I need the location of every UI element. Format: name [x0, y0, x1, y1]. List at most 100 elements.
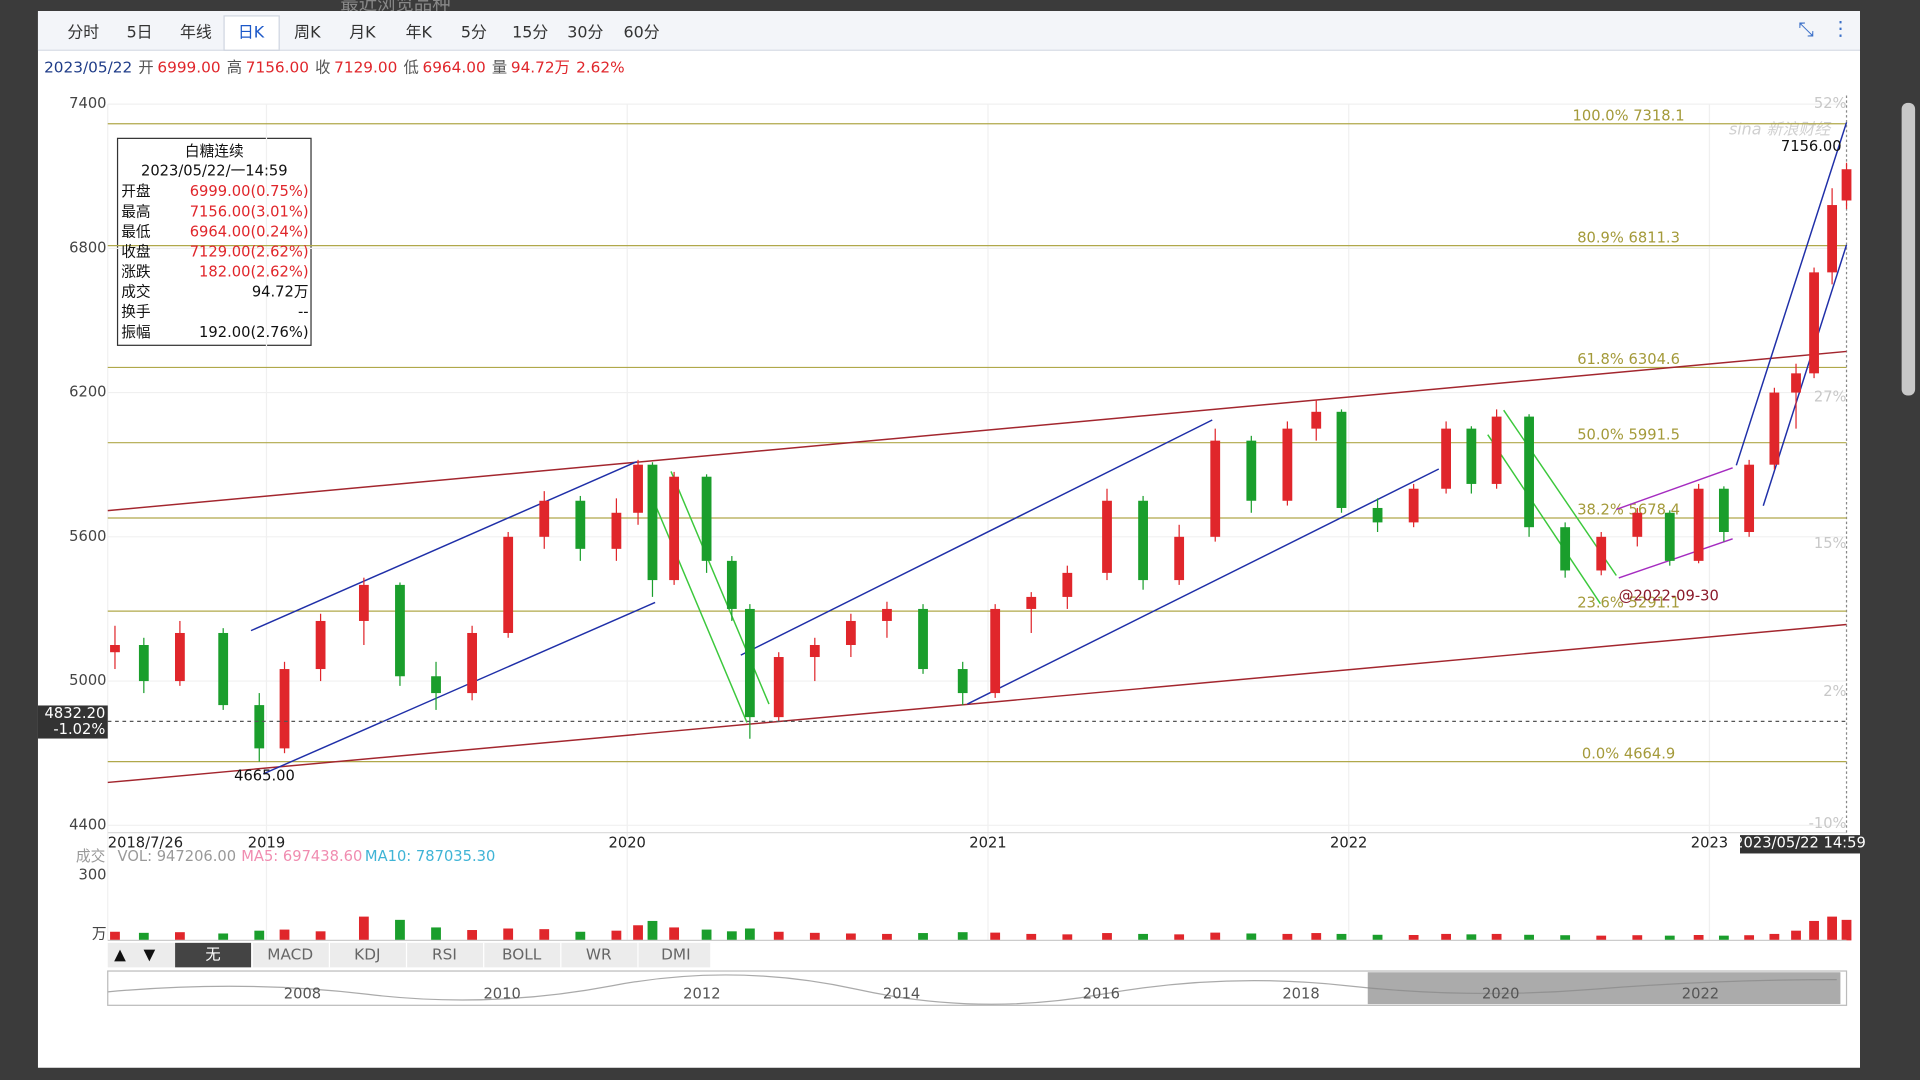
tab-bar	[37, 11, 1860, 51]
volume-bar	[918, 933, 928, 941]
info-value: 6999.00(0.75%)	[190, 183, 309, 200]
tab[interactable]: 30分	[567, 23, 603, 42]
pct-tick-label: 27%	[1814, 388, 1847, 405]
volume-bar	[1311, 933, 1322, 941]
tab[interactable]: 5分	[461, 23, 487, 42]
info-key: 收盘	[121, 242, 151, 260]
candle-body	[647, 464, 658, 581]
tab[interactable]: 年K	[406, 23, 433, 42]
scrollbar[interactable]	[1901, 102, 1916, 396]
volume-bar	[1524, 934, 1534, 941]
candle-body	[1632, 512, 1643, 537]
y-tick-label: 4400	[69, 816, 106, 833]
candle-body	[1441, 428, 1452, 489]
trend-line	[1735, 122, 1848, 466]
info-key: 换手	[121, 304, 150, 321]
fullscreen-icon[interactable]: ⤡	[1798, 18, 1814, 41]
volume-bar	[358, 916, 369, 941]
x-tick-label: 2018/7/26	[108, 835, 183, 852]
volume-bar	[1809, 920, 1819, 941]
tab[interactable]: 60分	[624, 23, 660, 42]
volume-bar	[1246, 933, 1257, 941]
trend-line	[1487, 434, 1602, 605]
time-label: 2023/05/22 14:59	[1734, 835, 1866, 852]
volume-bar	[1632, 935, 1643, 941]
indicator-tab[interactable]: WR	[586, 946, 612, 964]
indicator-tab[interactable]: ▲	[114, 946, 126, 964]
indicator-tab[interactable]: RSI	[432, 946, 457, 964]
tab-selected	[223, 15, 280, 51]
menu-icon[interactable]: ⋮	[1831, 17, 1851, 40]
tab[interactable]: 日K	[238, 23, 265, 42]
info-name: 白糖连续	[185, 143, 244, 160]
trend-line	[648, 489, 748, 723]
quote-item: 量	[492, 58, 507, 76]
volume-bar	[575, 931, 586, 941]
tab[interactable]: 周K	[294, 23, 321, 42]
tab[interactable]: 月K	[349, 23, 376, 42]
info-time: 2023/05/22/一14:59	[141, 162, 288, 179]
candle-body	[1664, 512, 1675, 561]
candle-body	[918, 608, 928, 670]
crosshair-box	[37, 705, 108, 739]
volume-bar	[809, 932, 820, 941]
volume-bar	[110, 931, 120, 941]
volume-vol: VOL: 947206.00	[118, 848, 237, 865]
y-tick-label: 6800	[69, 239, 106, 256]
quote-item: 开	[138, 58, 153, 76]
tab[interactable]: 15分	[512, 23, 548, 42]
volume-bar	[467, 930, 478, 941]
indicator-tab[interactable]: MACD	[267, 946, 313, 964]
candle-body	[1560, 527, 1571, 571]
trend-line	[107, 350, 1847, 512]
indicator-tab[interactable]: DMI	[661, 946, 691, 964]
volume-bar	[138, 932, 149, 941]
trend-line	[107, 623, 1847, 784]
volume-bar	[1744, 935, 1755, 941]
candle-body	[1718, 488, 1729, 533]
trend-line	[967, 468, 1440, 705]
navigator-label: 2018	[1282, 985, 1319, 1002]
quote-item: 高	[227, 58, 242, 76]
tab[interactable]: 分时	[67, 23, 99, 42]
candle-body	[1138, 500, 1148, 581]
candle-body	[1596, 536, 1607, 571]
candle-body	[809, 645, 820, 658]
tab[interactable]: 5日	[127, 23, 153, 42]
candle-body	[744, 608, 755, 718]
volume-bar	[1062, 934, 1073, 941]
candle-body	[1841, 169, 1852, 201]
candle-body	[990, 608, 1001, 694]
tab[interactable]: 年线	[180, 23, 212, 42]
indicator-tab[interactable]: ▼	[144, 946, 156, 964]
info-value: 182.00(2.62%)	[199, 264, 309, 281]
candle-body	[773, 657, 784, 718]
volume-bar	[1827, 916, 1837, 941]
candle-body	[1791, 373, 1801, 393]
indicator-tab[interactable]: 无	[205, 946, 220, 964]
x-tick-label: 2021	[969, 835, 1006, 852]
trend-lines	[107, 122, 1848, 784]
low-label: 4665.00	[234, 767, 295, 784]
info-value: 7156.00(3.01%)	[190, 203, 309, 220]
quote-item: 2023/05/22	[44, 58, 132, 76]
candle-body	[1336, 411, 1347, 508]
indicator-tab[interactable]: KDJ	[354, 946, 380, 964]
fib-label: 38.2% 5678.4	[1577, 502, 1680, 519]
volume-bar	[1441, 933, 1452, 941]
fib-label: 23.6% 5291.1	[1577, 595, 1680, 612]
info-value: 6964.00(0.24%)	[190, 223, 309, 240]
navigator-selection[interactable]	[1367, 972, 1841, 1005]
navigator-label: 2014	[883, 985, 920, 1002]
candle-body	[1827, 205, 1837, 273]
volume-bar	[633, 925, 643, 941]
y-tick-label: 6200	[69, 384, 106, 401]
candle-body	[575, 500, 586, 549]
indicator-tab[interactable]: BOLL	[502, 946, 542, 964]
volume-unit: 万	[92, 925, 107, 942]
candle-body	[1693, 488, 1704, 561]
volume-bar	[669, 927, 680, 941]
candle-body	[138, 645, 149, 682]
candle-body	[1466, 428, 1477, 484]
